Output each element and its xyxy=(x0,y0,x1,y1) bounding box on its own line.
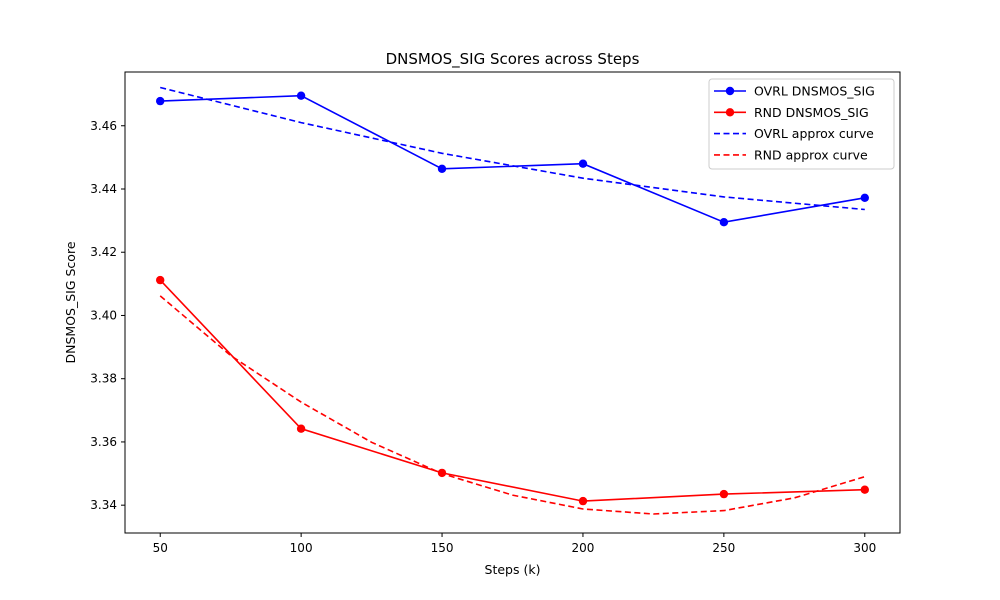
x-axis-title: Steps (k) xyxy=(485,562,541,577)
data-point-ovrl xyxy=(296,91,306,100)
series-layer xyxy=(156,86,869,515)
x-axis: 50 100 150 200 250 300 xyxy=(153,533,876,555)
y-tick-label: 3.40 xyxy=(90,308,117,322)
x-tick-label: 100 xyxy=(290,541,313,555)
x-tick-label: 150 xyxy=(431,541,454,555)
data-point-rnd xyxy=(296,424,306,433)
legend-marker-rnd xyxy=(725,108,735,117)
y-tick-label: 3.36 xyxy=(90,435,117,449)
y-axis-title: DNSMOS_SIG Score xyxy=(63,241,78,363)
plot-area xyxy=(124,71,901,534)
data-point-ovrl xyxy=(578,159,588,168)
data-point-ovrl xyxy=(437,164,447,173)
y-tick-label: 3.44 xyxy=(90,182,117,196)
legend-box xyxy=(708,78,895,170)
data-point-rnd xyxy=(156,275,165,285)
legend-label-rnd: RND DNSMOS_SIG xyxy=(754,105,869,120)
y-axis: 3.34 3.36 3.38 3.40 3.42 3.44 3.46 xyxy=(90,119,125,512)
series-line-rnd xyxy=(159,279,865,502)
data-point-rnd xyxy=(860,485,869,494)
x-tick-label: 300 xyxy=(853,541,876,555)
y-tick-label: 3.38 xyxy=(90,372,117,386)
legend-marker-ovrl xyxy=(725,86,735,96)
data-point-ovrl xyxy=(156,96,165,106)
legend-label-rnd-approx: RND approx curve xyxy=(754,147,868,162)
x-tick-label: 250 xyxy=(712,541,735,555)
legend-label-ovrl-approx: OVRL approx curve xyxy=(754,126,874,141)
series-line-ovrl xyxy=(160,94,865,224)
data-point-ovrl xyxy=(719,218,729,227)
data-point-rnd xyxy=(719,489,729,499)
y-tick-label: 3.46 xyxy=(90,119,117,133)
data-point-rnd xyxy=(578,496,588,506)
legend-label-ovrl: OVRL DNSMOS_SIG xyxy=(754,84,875,99)
chart-title: DNSMOS_SIG Scores across Steps xyxy=(386,50,640,69)
legend: OVRL DNSMOS_SIG RND DNSMOS_SIG OVRL approx… xyxy=(708,78,895,170)
data-point-ovrl xyxy=(860,193,869,202)
plot-frame xyxy=(124,71,901,534)
data-point-rnd xyxy=(437,468,447,478)
y-tick-label: 3.34 xyxy=(90,498,117,512)
approx-curve-rnd xyxy=(159,295,866,515)
x-tick-label: 200 xyxy=(572,541,595,555)
x-tick-label: 50 xyxy=(153,541,168,555)
y-tick-label: 3.42 xyxy=(90,245,117,259)
